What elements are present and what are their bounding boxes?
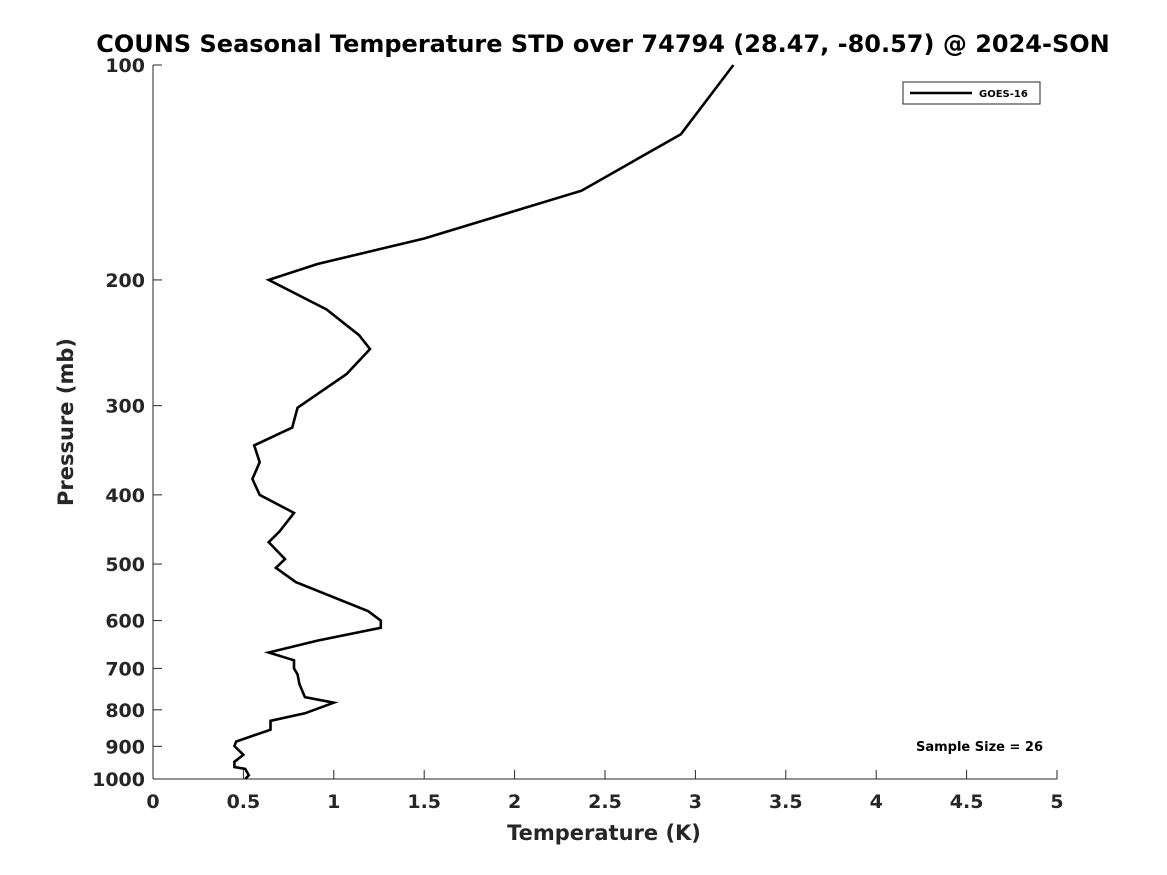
y-tick-label: 500	[105, 554, 145, 576]
y-tick-label: 100	[105, 55, 145, 77]
x-tick-label: 1.5	[407, 791, 441, 813]
y-tick-label: 400	[105, 485, 145, 507]
series-layer	[232, 64, 735, 780]
y-tick-label: 300	[105, 396, 145, 418]
y-tick-label: 900	[105, 736, 145, 758]
series-line-goes-16	[232, 64, 735, 780]
x-tick-label: 1	[327, 791, 340, 813]
y-tick-label: 600	[105, 611, 145, 633]
y-axis-label: Pressure (mb)	[54, 338, 78, 506]
x-tick-label: 0.5	[227, 791, 261, 813]
x-tick-label: 2	[508, 791, 521, 813]
legend-label-goes-16: GOES-16	[979, 89, 1028, 100]
x-axis-label: Temperature (K)	[507, 821, 701, 845]
x-tick-label: 3	[689, 791, 702, 813]
x-tick-label: 4	[870, 791, 883, 813]
y-tick-label: 200	[105, 270, 145, 292]
y-axis-ticks: 100 200 300 400 500 600 700 800 900 1000	[92, 55, 162, 791]
x-tick-label: 3.5	[769, 791, 803, 813]
x-axis-ticks: 0 0.5 1 1.5 2 2.5 3 3.5 4 4.5 5	[146, 770, 1064, 813]
y-tick-label: 800	[105, 700, 145, 722]
x-tick-label: 2.5	[588, 791, 622, 813]
sample-size-annotation: Sample Size = 26	[916, 740, 1043, 755]
y-tick-label: 700	[105, 658, 145, 680]
chart-title: COUNS Seasonal Temperature STD over 7479…	[96, 30, 1109, 58]
x-tick-label: 0	[146, 791, 159, 813]
x-tick-label: 4.5	[950, 791, 984, 813]
x-tick-label: 5	[1050, 791, 1063, 813]
legend: GOES-16	[902, 81, 1041, 105]
y-tick-label: 1000	[92, 769, 145, 791]
plot-area	[153, 65, 1057, 779]
